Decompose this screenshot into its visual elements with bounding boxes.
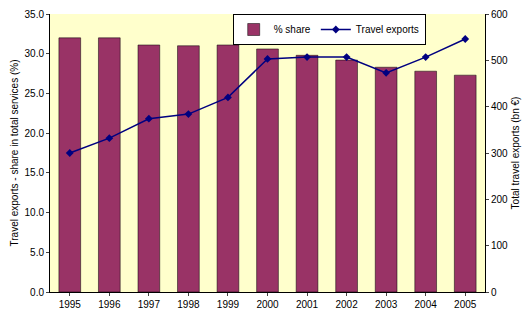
svg-text:10.0: 10.0 <box>25 207 45 218</box>
svg-text:2003: 2003 <box>375 299 398 310</box>
svg-text:1996: 1996 <box>98 299 121 310</box>
svg-text:1995: 1995 <box>59 299 82 310</box>
svg-text:1998: 1998 <box>177 299 200 310</box>
svg-text:Travel exports - share in tota: Travel exports - share in total services… <box>9 60 20 247</box>
svg-text:2004: 2004 <box>415 299 438 310</box>
svg-text:15.0: 15.0 <box>25 167 45 178</box>
svg-text:20.0: 20.0 <box>25 128 45 139</box>
svg-text:30.0: 30.0 <box>25 48 45 59</box>
svg-text:Total travel exports (bn €): Total travel exports (bn €) <box>510 97 521 210</box>
svg-text:0.0: 0.0 <box>30 287 44 298</box>
svg-text:200: 200 <box>491 194 508 205</box>
svg-text:400: 400 <box>491 101 508 112</box>
svg-text:0: 0 <box>491 287 497 298</box>
svg-text:25.0: 25.0 <box>25 88 45 99</box>
svg-text:2002: 2002 <box>335 299 358 310</box>
svg-text:2005: 2005 <box>454 299 477 310</box>
svg-text:100: 100 <box>491 240 508 251</box>
svg-text:2001: 2001 <box>296 299 319 310</box>
svg-text:1997: 1997 <box>138 299 161 310</box>
svg-text:300: 300 <box>491 148 508 159</box>
svg-text:Travel exports: Travel exports <box>356 24 419 35</box>
svg-text:5.0: 5.0 <box>30 247 44 258</box>
svg-text:600: 600 <box>491 9 508 20</box>
svg-text:500: 500 <box>491 55 508 66</box>
svg-text:1999: 1999 <box>217 299 240 310</box>
svg-text:2000: 2000 <box>256 299 279 310</box>
svg-text:35.0: 35.0 <box>25 9 45 20</box>
svg-text:% share: % share <box>274 24 311 35</box>
